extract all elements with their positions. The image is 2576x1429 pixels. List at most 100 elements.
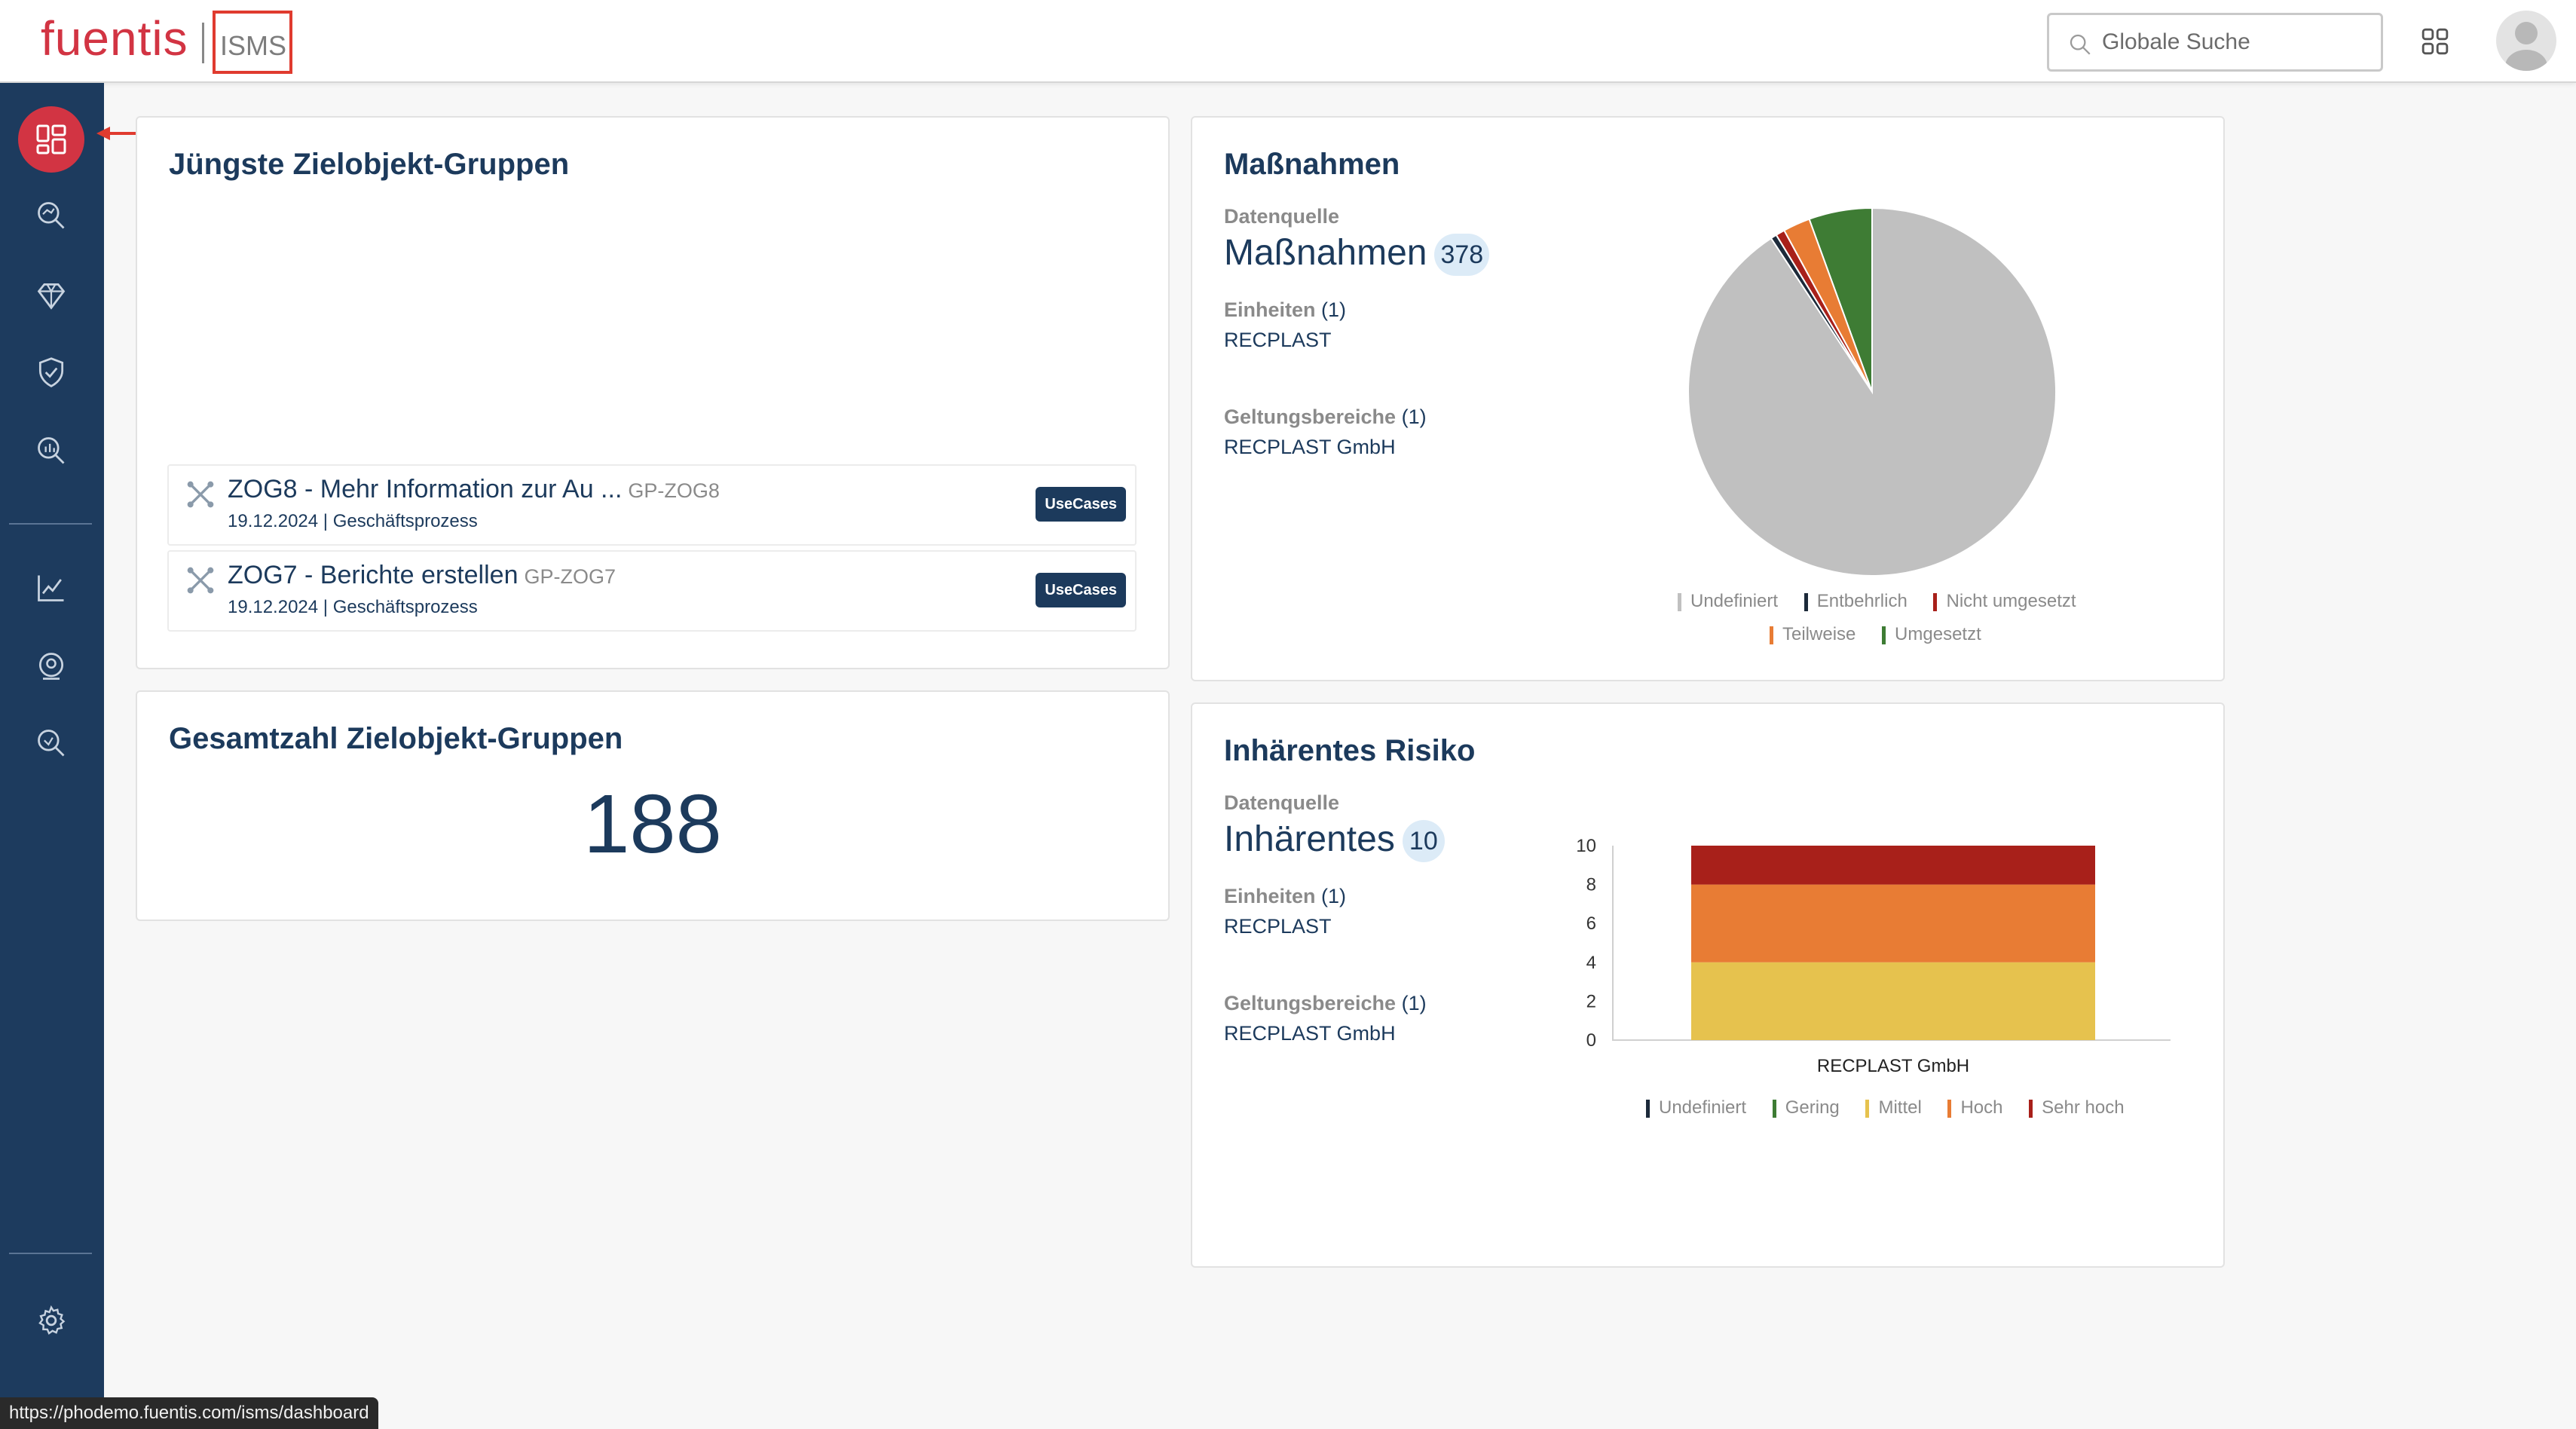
- tag-badge: UseCases: [1036, 487, 1126, 522]
- legend-label: Umgesetzt: [1895, 624, 1981, 644]
- search-analysis-icon: [38, 202, 65, 229]
- sidebar-divider: [9, 523, 92, 525]
- scope-count: (1): [1401, 405, 1427, 428]
- item-title[interactable]: ZOG7 - Berichte erstellen GP-ZOG7: [228, 561, 616, 590]
- sidebar-item-search[interactable]: [18, 710, 84, 776]
- legend-item-nicht-umgesetzt[interactable]: Nicht umgesetzt: [1933, 591, 2076, 612]
- units-count: (1): [1321, 885, 1347, 907]
- legend-label: Undefiniert: [1659, 1097, 1747, 1118]
- top-header: fuentis ISMS: [0, 0, 2576, 83]
- apps-grid-icon[interactable]: [2421, 27, 2449, 56]
- legend-label: Sehr hoch: [2042, 1097, 2125, 1118]
- legend-item-gering[interactable]: Gering: [1772, 1097, 1840, 1118]
- bar-segment-hoch[interactable]: [1691, 884, 2095, 962]
- sidebar-item-risk[interactable]: [18, 633, 84, 699]
- process-icon: [187, 567, 214, 594]
- y-tick-label: 0: [1586, 1030, 1596, 1051]
- legend-swatch: [1678, 592, 1681, 611]
- user-avatar[interactable]: [2496, 11, 2556, 71]
- item-meta: 19.12.2024 | Geschäftsprozess: [228, 597, 478, 617]
- legend-item-undefiniert[interactable]: Undefiniert: [1678, 591, 1778, 612]
- item-code: GP-ZOG7: [524, 565, 616, 588]
- scope-label: Geltungsbereiche (1): [1224, 992, 1427, 1015]
- legend-item-mittel[interactable]: Mittel: [1865, 1097, 1922, 1118]
- legend-label: Teilweise: [1782, 624, 1856, 644]
- brand-logo[interactable]: fuentis: [41, 11, 188, 66]
- sidebar-item-settings[interactable]: [18, 1287, 84, 1354]
- legend-label: Gering: [1785, 1097, 1840, 1118]
- sidebar-item-audit[interactable]: [18, 418, 84, 484]
- units-count: (1): [1321, 298, 1347, 321]
- sidebar-item-assets[interactable]: [18, 262, 84, 329]
- search-chart-icon: [38, 437, 65, 464]
- recent-groups-title: Jüngste Zielobjekt-Gruppen: [169, 148, 570, 181]
- list-item[interactable]: ZOG7 - Berichte erstellen GP-ZOG7 19.12.2…: [167, 550, 1137, 632]
- sidebar-item-analysis[interactable]: [18, 182, 84, 249]
- inherent-risk-bar-chart[interactable]: 0 2 4 6 8 10 RECPLAST GmbH: [1553, 829, 2186, 1093]
- legend-label: Nicht umgesetzt: [1946, 591, 2076, 611]
- data-source-value: Inhärentes 10: [1224, 819, 1445, 863]
- logo-highlight-box: [213, 11, 292, 74]
- sidebar-item-reports[interactable]: [18, 555, 84, 621]
- search-magnifier-icon: [38, 730, 65, 757]
- list-item[interactable]: ZOG8 - Mehr Information zur Au ... GP-ZOG…: [167, 464, 1137, 546]
- legend-item-sehr-hoch[interactable]: Sehr hoch: [2029, 1097, 2125, 1118]
- units-value: RECPLAST: [1224, 915, 1332, 938]
- shield-check-icon: [38, 357, 64, 387]
- item-meta: 19.12.2024 | Geschäftsprozess: [228, 511, 478, 531]
- measures-legend-row2: Teilweise Umgesetzt: [1770, 624, 2002, 645]
- legend-swatch: [1933, 592, 1938, 611]
- data-source-name: Maßnahmen: [1224, 233, 1427, 273]
- data-source-label: Datenquelle: [1224, 791, 1340, 814]
- status-url: https://phodemo.fuentis.com/isms/dashboa…: [0, 1397, 378, 1429]
- global-search[interactable]: [2047, 13, 2383, 72]
- scope-label-text: Geltungsbereiche: [1224, 405, 1397, 428]
- dashboard-icon: [36, 124, 66, 155]
- legend-swatch: [1770, 626, 1773, 644]
- user-icon: [2505, 22, 2547, 71]
- item-name[interactable]: ZOG8 - Mehr Information zur Au ...: [228, 475, 623, 503]
- sidebar-nav: [0, 83, 104, 1429]
- legend-swatch: [1646, 1099, 1650, 1118]
- target-person-icon: [38, 653, 64, 680]
- line-chart-icon: [38, 575, 64, 601]
- logo-separator: [202, 23, 204, 63]
- bar-segment-sehr-hoch[interactable]: [1691, 846, 2095, 885]
- legend-item-undefiniert[interactable]: Undefiniert: [1646, 1097, 1746, 1118]
- legend-label: Undefiniert: [1690, 591, 1779, 611]
- sidebar-item-dashboard[interactable]: [18, 106, 84, 173]
- total-groups-title: Gesamtzahl Zielobjekt-Gruppen: [169, 722, 623, 755]
- y-tick-label: 10: [1576, 836, 1596, 856]
- units-label: Einheiten (1): [1224, 885, 1346, 908]
- search-icon: [2070, 34, 2091, 55]
- legend-item-teilweise[interactable]: Teilweise: [1770, 624, 1856, 645]
- legend-swatch: [1947, 1099, 1952, 1118]
- data-source-name: Inhärentes: [1224, 819, 1395, 859]
- legend-swatch: [2029, 1099, 2033, 1118]
- legend-item-umgesetzt[interactable]: Umgesetzt: [1882, 624, 1981, 645]
- data-source-value: Maßnahmen 378: [1224, 232, 1490, 277]
- legend-item-entbehrlich[interactable]: Entbehrlich: [1804, 591, 1908, 612]
- units-label-text: Einheiten: [1224, 298, 1316, 321]
- scope-value: RECPLAST GmbH: [1224, 436, 1396, 458]
- units-label-text: Einheiten: [1224, 885, 1316, 907]
- measures-pie-chart[interactable]: [1685, 205, 2059, 579]
- tag-badge: UseCases: [1036, 573, 1126, 607]
- x-category-label: RECPLAST GmbH: [1817, 1056, 1969, 1076]
- y-tick-label: 8: [1586, 875, 1596, 895]
- legend-item-hoch[interactable]: Hoch: [1947, 1097, 2003, 1118]
- data-source-label: Datenquelle: [1224, 205, 1340, 228]
- sidebar-divider: [9, 1253, 92, 1254]
- item-title[interactable]: ZOG8 - Mehr Information zur Au ... GP-ZOG…: [228, 475, 720, 504]
- legend-swatch: [1865, 1099, 1870, 1118]
- inherent-risk-title[interactable]: Inhärentes Risiko: [1224, 734, 1476, 767]
- measures-title[interactable]: Maßnahmen: [1224, 148, 1400, 181]
- search-input[interactable]: [2102, 15, 2373, 69]
- risk-legend: Undefiniert Gering Mittel Hoch Sehr hoch: [1646, 1097, 2146, 1118]
- item-name[interactable]: ZOG7 - Berichte erstellen: [228, 561, 519, 589]
- legend-label: Entbehrlich: [1816, 591, 1908, 611]
- sidebar-item-security[interactable]: [18, 339, 84, 405]
- pie-slice-undefiniert[interactable]: [1687, 207, 2057, 577]
- item-code: GP-ZOG8: [628, 479, 720, 502]
- bar-segment-mittel[interactable]: [1691, 962, 2095, 1040]
